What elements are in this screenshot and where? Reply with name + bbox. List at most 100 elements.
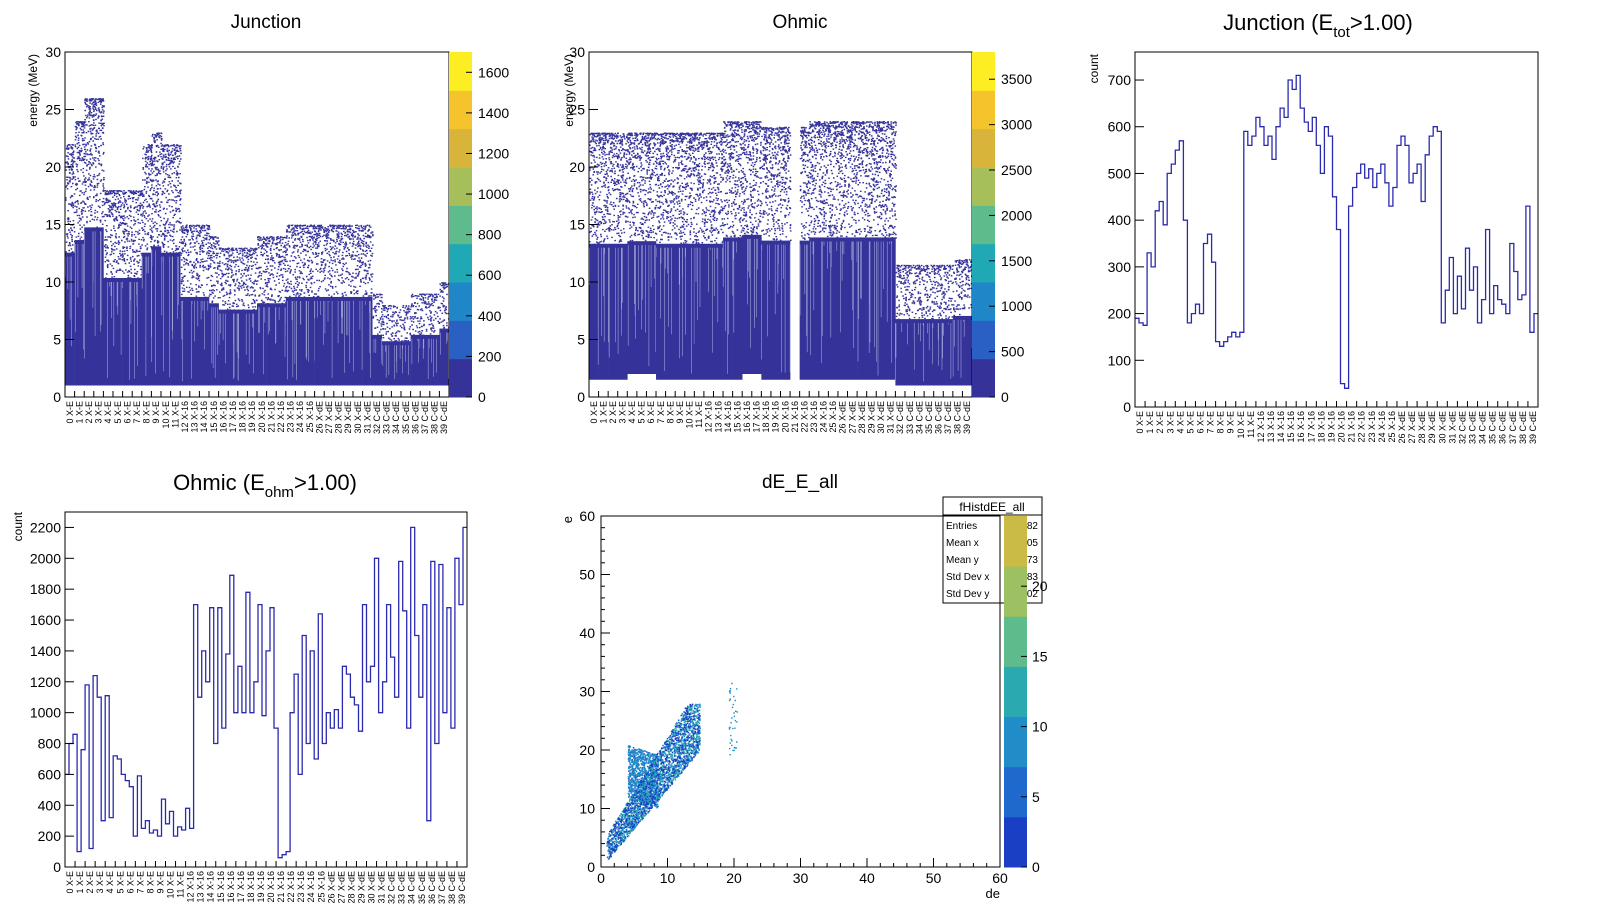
junction-ytick-label-0: 0 [53, 389, 61, 405]
junction-streak-27 [324, 300, 333, 379]
junction-etot-xtick-label-4: 4 X-E [1175, 411, 1185, 434]
junction-cell-33 [381, 341, 392, 386]
junction-speckle-9 [151, 132, 163, 247]
junction-streak-34 [394, 345, 401, 380]
ohmic-xtick-label-6: 6 X-E [646, 401, 656, 424]
ohmic-xtick-label-4: 4 X-E [627, 401, 637, 424]
ohmic-xtick-label-0: 0 X-E [589, 401, 599, 424]
ohmic-eohm-ytick-label-0: 0 [53, 859, 61, 875]
ohmic-ytick-label-1: 5 [577, 332, 585, 348]
junction-cell-30 [353, 296, 363, 386]
junction-cell-35 [401, 341, 411, 386]
de-e-ytick-label-0: 0 [587, 859, 595, 875]
junction-etot-xtick-label-34: 34 C-dE [1478, 411, 1488, 444]
junction-xtick-label-9: 9 X-E [151, 401, 161, 424]
ohmic-xtick-label-2: 2 X-E [608, 401, 618, 424]
junction-xtick-label-5: 5 X-E [113, 401, 123, 424]
junction-etot-xtick-label-9: 9 X-E [1226, 411, 1236, 434]
ohmic-cell-39 [962, 315, 973, 386]
ohmic-xtick-label-15: 15 X-16 [732, 401, 742, 433]
ohmic-xtick-label-29: 29 X-dE [866, 401, 876, 434]
junction-colorbar-band-6 [449, 128, 472, 168]
ohmic-cell-24 [818, 237, 829, 380]
junction-streak-20 [258, 307, 266, 375]
junction-speckle-13 [189, 224, 201, 297]
ohmic-cell-23 [809, 237, 820, 380]
ohmic-streak-6 [648, 245, 657, 366]
ohmic-speckle-15 [732, 121, 744, 239]
junction-colorbar-band-1 [449, 320, 472, 360]
junction-xtick-label-12: 12 X-16 [180, 401, 190, 433]
junction-cell-20 [257, 303, 267, 386]
de-e-ztick-label-3: 15 [1032, 648, 1048, 664]
ohmic-speckle-24 [818, 121, 830, 238]
ohmic-speckle-31 [885, 121, 897, 239]
ohmic-streak-10 [684, 247, 695, 374]
junction-speckle-14 [199, 224, 211, 299]
junction-cell-10 [161, 252, 171, 386]
junction-xtick-label-23: 23 X-16 [286, 401, 296, 433]
ohmic-streak-13 [714, 247, 723, 323]
junction-xtick-label-18: 18 X-16 [238, 401, 248, 433]
ohmic-eohm-xtick-label-8: 8 X-E [145, 871, 155, 894]
junction-streak-18 [237, 313, 247, 381]
junction-cell-18 [237, 309, 248, 386]
ohmic-cell-2 [608, 243, 619, 380]
ohmic-xtick-label-3: 3 X-E [618, 401, 628, 424]
stats-box-name: fHistdEE_all [959, 500, 1024, 514]
junction-streak-29 [344, 300, 350, 373]
stats-label-4: Std Dev y [946, 589, 989, 600]
junction-etot-ytick-label-1: 100 [1108, 352, 1132, 368]
ohmic-eohm-xtick-label-35: 35 C-dE [417, 871, 427, 904]
junction-xtick-label-37: 37 C-dE [420, 401, 430, 434]
junction-speckle-4 [103, 190, 115, 279]
junction-etot-xtick-label-0: 0 X-E [1135, 411, 1145, 434]
junction-etot-title-main: Junction (E [1223, 10, 1333, 35]
junction-cell-21 [266, 303, 277, 386]
junction-colorbar-band-3 [449, 243, 472, 283]
junction-ztick-label-1: 200 [478, 348, 502, 364]
ohmic-speckle-29 [866, 121, 878, 237]
de-e-ylabel: e [560, 516, 575, 523]
junction-speckle-10 [161, 144, 173, 254]
junction-speckle-30 [353, 224, 365, 297]
junction-etot-xtick-label-7: 7 X-E [1206, 411, 1216, 434]
ohmic-eohm-title-tail: >1.00) [294, 470, 357, 495]
ohmic-eohm-xtick-label-16: 16 X-16 [226, 871, 236, 903]
ohmic-eohm-xtick-label-38: 38 C-dE [447, 871, 457, 904]
ohmic-heatmap-panel: Ohmic energy (MeV) [562, 12, 827, 127]
de-e-colorbar-band-6 [1004, 516, 1027, 567]
junction-streak-16 [218, 313, 226, 364]
ohmic-xtick-label-1: 1 X-E [598, 401, 608, 424]
stats-label-3: Std Dev x [946, 572, 989, 583]
junction-streak-36 [411, 338, 421, 365]
junction-ytick-label-3: 15 [45, 217, 61, 233]
de-e-ztick-label-2: 10 [1032, 719, 1048, 735]
junction-etot-xtick-label-19: 19 X-16 [1326, 411, 1336, 443]
ohmic-streak-33 [907, 323, 915, 370]
junction-colorbar-band-2 [449, 282, 472, 321]
ohmic-streak-19 [774, 244, 779, 315]
junction-ztick-label-5: 1000 [478, 186, 509, 202]
junction-xtick-label-4: 4 X-E [103, 401, 113, 424]
junction-ylabel: energy (MeV) [26, 54, 40, 127]
ohmic-speckle-12 [703, 132, 715, 243]
ohmic-xtick-label-26: 26 X-dE [838, 401, 848, 434]
junction-cell-29 [343, 296, 354, 386]
ohmic-eohm-xtick-label-20: 20 X-16 [266, 871, 276, 903]
ohmic-cell-35 [924, 319, 934, 386]
ohmic-xtick-label-11: 11 X-E [694, 401, 704, 428]
ohmic-cell-4 [627, 241, 638, 374]
ohmic-eohm-marks: 0 200 400 600 800 1000 1200 1400 1600 1800 2000 220… [30, 511, 468, 904]
ohmic-xtick-label-35: 35 C-dE [924, 401, 934, 434]
ohmic-xtick-label-13: 13 X-16 [713, 401, 723, 433]
ohmic-eohm-ytick-label-1: 200 [38, 828, 62, 844]
ohmic-xtick-label-27: 27 X-dE [847, 401, 857, 434]
stats-value-0: 7182 [1016, 521, 1039, 532]
junction-streak-23 [287, 300, 296, 380]
ohmic-streak-28 [857, 241, 862, 362]
junction-streak-15 [211, 307, 218, 378]
ohmic-eohm-xtick-label-21: 21 X-16 [276, 871, 286, 903]
ohmic-streak-25 [829, 241, 838, 338]
ohmic-streak-14 [722, 241, 729, 374]
